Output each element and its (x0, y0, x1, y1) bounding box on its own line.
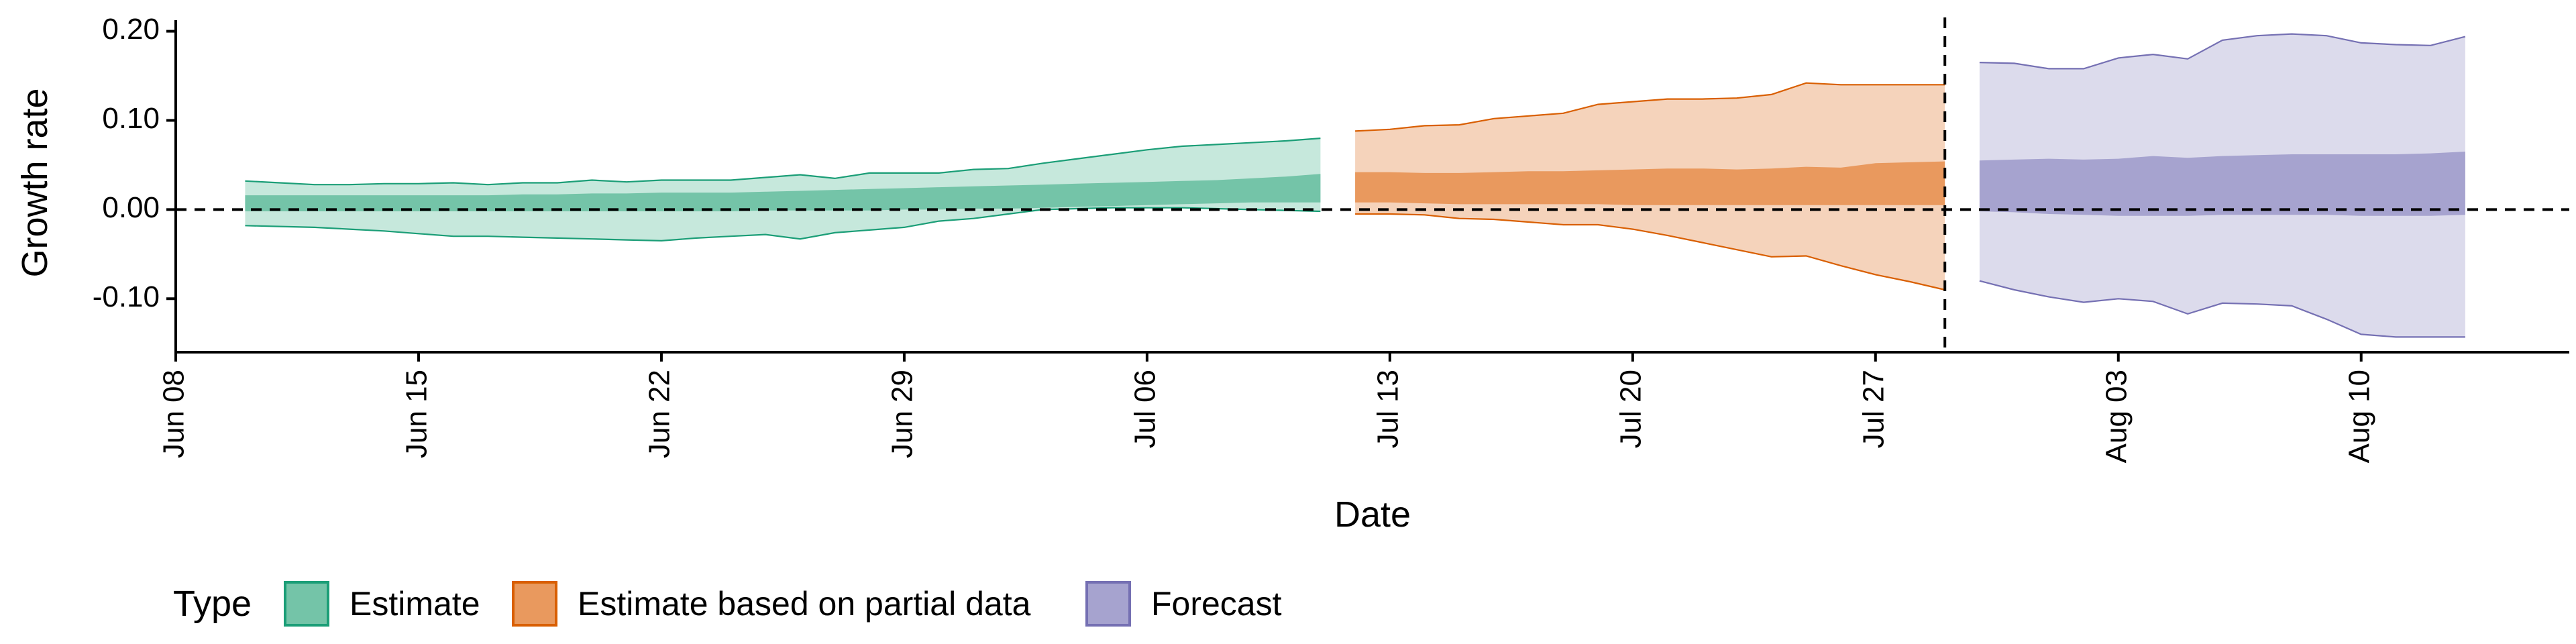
x-tick-label: Aug 03 (2100, 370, 2133, 463)
legend-title: Type (173, 584, 252, 624)
band-lower-edge-forecast (1979, 280, 2465, 338)
legend-key-estimate (284, 581, 329, 627)
legend-key-estimate-based-on-partial-data (512, 581, 557, 627)
series-estimate-based-on-partial-data (1355, 82, 1945, 291)
x-tick-label: Aug 10 (2343, 370, 2375, 463)
x-tick-label: Jun 29 (886, 370, 919, 458)
x-tick-label: Jun 15 (400, 370, 433, 458)
reference-lines (176, 17, 2569, 352)
band-50-estimate-based-on-partial-data (1355, 161, 1945, 205)
x-tick-label: Jul 06 (1129, 370, 1162, 448)
series-estimate (245, 138, 1321, 242)
band-lower-edge-estimate-based-on-partial-data (1355, 213, 1945, 291)
legend-label-estimate-based-on-partial-data: Estimate based on partial data (578, 585, 1031, 623)
band-upper-edge-estimate-based-on-partial-data (1355, 82, 1945, 132)
legend-key-forecast (1085, 581, 1131, 627)
y-tick-label: 0.20 (102, 13, 160, 46)
y-tick-label: -0.10 (93, 280, 160, 313)
plot-bands (245, 33, 2466, 338)
y-tick-label: 0.00 (102, 191, 160, 224)
y-tick-label: 0.10 (102, 102, 160, 135)
band-upper-edge-forecast (1979, 33, 2466, 70)
legend-label-forecast: Forecast (1151, 585, 1282, 623)
band-lower-edge-estimate (245, 207, 1321, 242)
legend-label-estimate: Estimate (350, 585, 480, 623)
x-tick-label: Jun 22 (643, 370, 676, 458)
x-axis-title: Date (1334, 494, 1411, 535)
x-tick-label: Jul 20 (1614, 370, 1647, 448)
x-tick-label: Jul 13 (1372, 370, 1405, 448)
band-upper-edge-estimate (245, 138, 1321, 186)
band-50-forecast (1979, 152, 2465, 216)
x-tick-label: Jul 27 (1857, 370, 1890, 448)
band-90-estimate (245, 138, 1321, 241)
x-axis-ticks: Jun 08 Jun 15 Jun 22 Jun 29 Jul 06 Jul 13 Jul … (158, 352, 2375, 463)
legend: Type Estimate Estimate based on partial d… (173, 581, 1282, 627)
band-50-estimate (245, 174, 1321, 211)
x-tick-label: Jun 08 (158, 370, 191, 458)
y-axis-title: Growth rate (15, 88, 55, 277)
y-axis-ticks: 0.20 0.10 0.00 -0.10 (93, 13, 176, 313)
series-forecast (1979, 33, 2466, 338)
